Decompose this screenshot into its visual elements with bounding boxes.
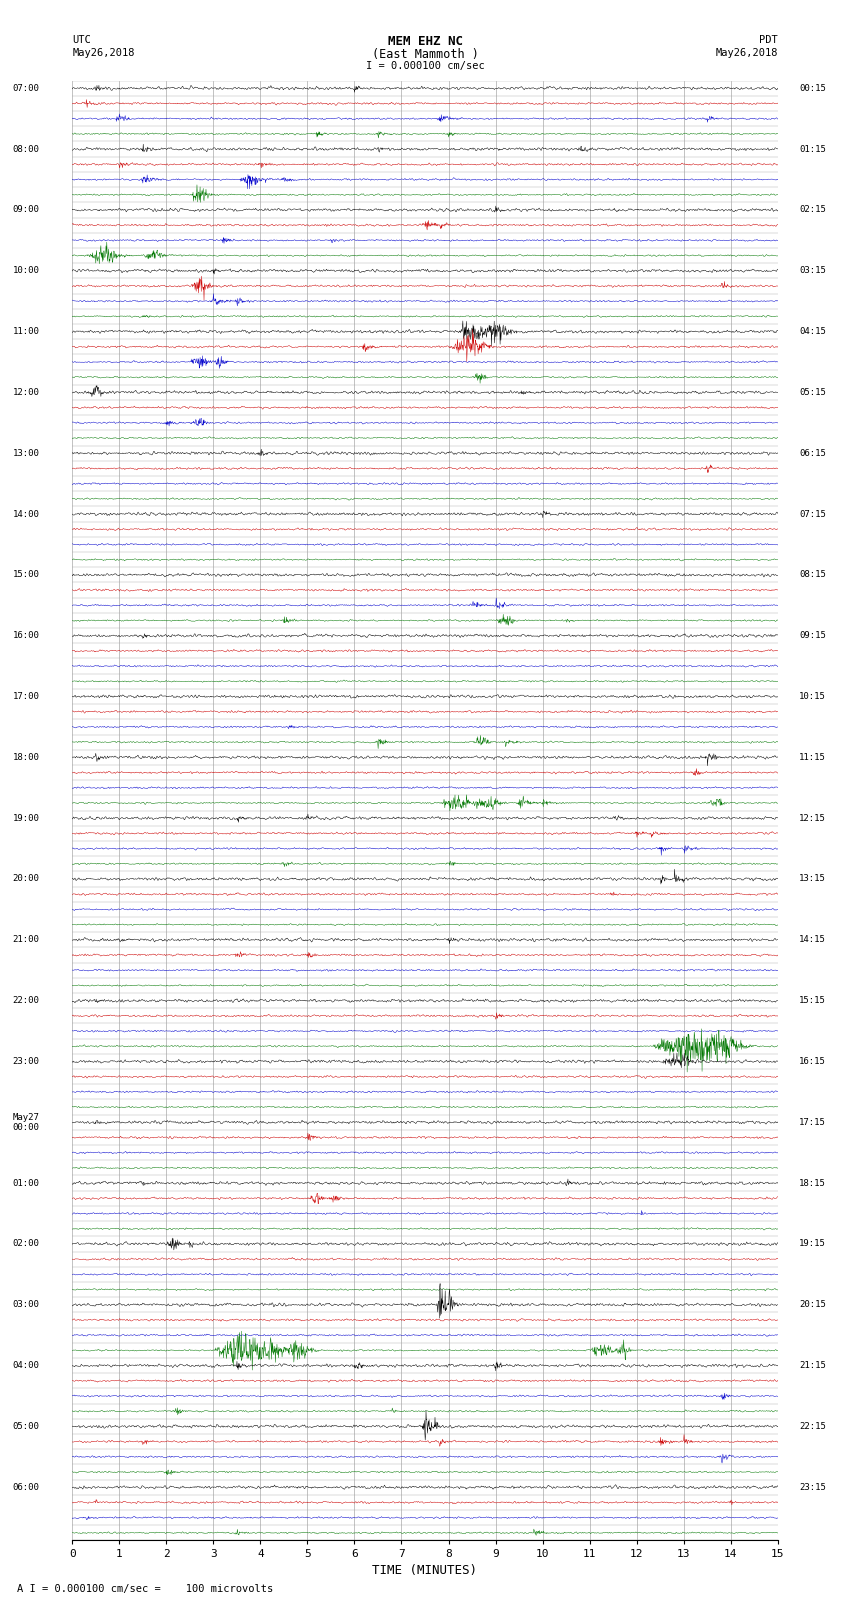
Text: 09:00: 09:00 (13, 205, 39, 215)
Text: 14:00: 14:00 (13, 510, 39, 518)
Text: 21:00: 21:00 (13, 936, 39, 944)
Text: 13:00: 13:00 (13, 448, 39, 458)
Text: UTC: UTC (72, 35, 91, 45)
Text: 09:15: 09:15 (799, 631, 826, 640)
Text: 22:00: 22:00 (13, 997, 39, 1005)
Text: 12:00: 12:00 (13, 387, 39, 397)
Text: 10:00: 10:00 (13, 266, 39, 276)
Text: 18:00: 18:00 (13, 753, 39, 761)
Text: 21:15: 21:15 (799, 1361, 826, 1369)
X-axis label: TIME (MINUTES): TIME (MINUTES) (372, 1563, 478, 1576)
Text: 19:15: 19:15 (799, 1239, 826, 1248)
Text: 03:00: 03:00 (13, 1300, 39, 1310)
Text: 07:00: 07:00 (13, 84, 39, 94)
Text: May26,2018: May26,2018 (72, 48, 135, 58)
Text: 02:00: 02:00 (13, 1239, 39, 1248)
Text: May27
00:00: May27 00:00 (13, 1113, 39, 1132)
Text: May26,2018: May26,2018 (715, 48, 778, 58)
Text: 08:15: 08:15 (799, 571, 826, 579)
Text: 14:15: 14:15 (799, 936, 826, 944)
Text: 15:15: 15:15 (799, 997, 826, 1005)
Text: 23:15: 23:15 (799, 1482, 826, 1492)
Text: 04:00: 04:00 (13, 1361, 39, 1369)
Text: 23:00: 23:00 (13, 1057, 39, 1066)
Text: A I = 0.000100 cm/sec =    100 microvolts: A I = 0.000100 cm/sec = 100 microvolts (17, 1584, 273, 1594)
Text: 22:15: 22:15 (799, 1423, 826, 1431)
Text: 17:15: 17:15 (799, 1118, 826, 1127)
Text: 20:15: 20:15 (799, 1300, 826, 1310)
Text: I = 0.000100 cm/sec: I = 0.000100 cm/sec (366, 61, 484, 71)
Text: 05:15: 05:15 (799, 387, 826, 397)
Text: 00:15: 00:15 (799, 84, 826, 94)
Text: (East Mammoth ): (East Mammoth ) (371, 48, 479, 61)
Text: 03:15: 03:15 (799, 266, 826, 276)
Text: 12:15: 12:15 (799, 813, 826, 823)
Text: PDT: PDT (759, 35, 778, 45)
Text: 08:00: 08:00 (13, 145, 39, 153)
Text: 01:15: 01:15 (799, 145, 826, 153)
Text: 06:00: 06:00 (13, 1482, 39, 1492)
Text: 16:15: 16:15 (799, 1057, 826, 1066)
Text: 05:00: 05:00 (13, 1423, 39, 1431)
Text: 16:00: 16:00 (13, 631, 39, 640)
Text: 11:15: 11:15 (799, 753, 826, 761)
Text: 13:15: 13:15 (799, 874, 826, 884)
Text: 18:15: 18:15 (799, 1179, 826, 1187)
Text: 20:00: 20:00 (13, 874, 39, 884)
Text: 17:00: 17:00 (13, 692, 39, 702)
Text: 10:15: 10:15 (799, 692, 826, 702)
Text: 06:15: 06:15 (799, 448, 826, 458)
Text: 19:00: 19:00 (13, 813, 39, 823)
Text: 02:15: 02:15 (799, 205, 826, 215)
Text: 04:15: 04:15 (799, 327, 826, 336)
Text: 15:00: 15:00 (13, 571, 39, 579)
Text: 11:00: 11:00 (13, 327, 39, 336)
Text: 01:00: 01:00 (13, 1179, 39, 1187)
Text: 07:15: 07:15 (799, 510, 826, 518)
Text: MEM EHZ NC: MEM EHZ NC (388, 35, 462, 48)
